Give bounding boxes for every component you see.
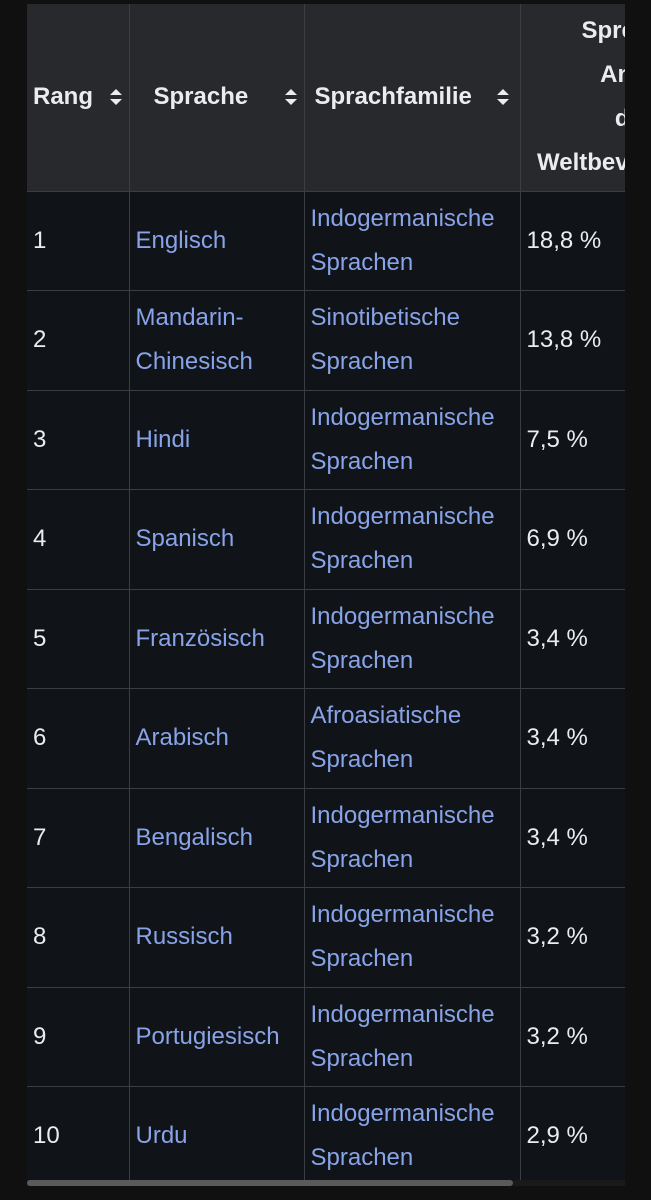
share-cell: 3,4 % [520, 589, 625, 689]
table-row: 8 Russisch Indogermanische Sprachen 3,2 … [27, 887, 625, 988]
share-cell: 13,8 % [520, 290, 625, 391]
family-link[interactable]: Sinotibetische Sprachen [310, 304, 460, 376]
rank-cell: 4 [27, 489, 130, 590]
family-link[interactable]: Indogermanische Sprachen [310, 403, 495, 475]
rank-cell: 3 [27, 390, 130, 490]
family-cell: Indogermanische Sprachen [304, 887, 521, 988]
family-cell: Indogermanische Sprachen [304, 987, 521, 1087]
table-row: 1 Englisch Indogermanische Sprachen 18,8… [27, 191, 625, 291]
language-cell: Hindi [129, 390, 305, 490]
sort-icon[interactable] [284, 87, 298, 107]
column-header-language-label: Sprache [153, 83, 249, 111]
language-cell: Mandarin-Chinesisch [129, 290, 305, 391]
column-header-family[interactable]: Sprachfamilie [304, 4, 521, 192]
family-link[interactable]: Indogermanische Sprachen [310, 901, 495, 973]
family-cell: Indogermanische Sprachen [304, 489, 521, 590]
scrollbar-thumb[interactable] [27, 1180, 513, 1186]
sort-icon[interactable] [496, 87, 510, 107]
table-row: 4 Spanisch Indogermanische Sprachen 6,9 … [27, 489, 625, 590]
family-cell: Indogermanische Sprachen [304, 390, 521, 490]
share-cell: 3,4 % [520, 788, 625, 888]
sort-icon[interactable] [109, 87, 123, 107]
rank-cell: 1 [27, 191, 130, 291]
family-link[interactable]: Indogermanische Sprachen [310, 1000, 495, 1072]
family-cell: Indogermanische Sprachen [304, 589, 521, 689]
column-header-language[interactable]: Sprache [129, 4, 305, 192]
table-row: 10 Urdu Indogermanische Sprachen 2,9 % [27, 1086, 625, 1184]
table-row: 9 Portugiesisch Indogermanische Sprachen… [27, 987, 625, 1087]
language-cell: Englisch [129, 191, 305, 291]
language-link[interactable]: Russisch [135, 923, 233, 951]
table-scroll-container[interactable]: Rang Sprache Sprachfamilie [27, 4, 625, 1184]
language-link[interactable]: Bengalisch [135, 823, 253, 851]
language-cell: Spanisch [129, 489, 305, 590]
share-cell: 7,5 % [520, 390, 625, 490]
family-cell: Indogermanische Sprachen [304, 1086, 521, 1184]
language-cell: Russisch [129, 887, 305, 988]
family-link[interactable]: Afroasiatische Sprachen [310, 702, 462, 774]
table-row: 7 Bengalisch Indogermanische Sprachen 3,… [27, 788, 625, 888]
language-link[interactable]: Urdu [135, 1122, 188, 1150]
column-header-share-line: Anteil [600, 61, 625, 89]
language-link[interactable]: Arabisch [135, 724, 229, 752]
language-link[interactable]: Hindi [135, 425, 191, 453]
table-row: 3 Hindi Indogermanische Sprachen 7,5 % [27, 390, 625, 490]
rank-cell: 8 [27, 887, 130, 988]
rank-cell: 5 [27, 589, 130, 689]
rank-cell: 9 [27, 987, 130, 1087]
share-cell: 3,2 % [520, 887, 625, 988]
share-cell: 2,9 % [520, 1086, 625, 1184]
share-cell: 18,8 % [520, 191, 625, 291]
language-cell: Arabisch [129, 688, 305, 789]
column-header-rank[interactable]: Rang [27, 4, 130, 192]
horizontal-scrollbar[interactable] [27, 1180, 625, 1186]
language-link[interactable]: Mandarin-Chinesisch [135, 304, 253, 376]
language-link[interactable]: Französisch [135, 624, 265, 652]
column-header-family-label: Sprachfamilie [314, 83, 472, 111]
languages-table: Rang Sprache Sprachfamilie [27, 4, 625, 1184]
share-cell: 3,2 % [520, 987, 625, 1087]
language-cell: Französisch [129, 589, 305, 689]
family-link[interactable]: Indogermanische Sprachen [310, 801, 495, 873]
share-cell: 6,9 % [520, 489, 625, 590]
language-cell: Portugiesisch [129, 987, 305, 1087]
family-cell: Sinotibetische Sprachen [304, 290, 521, 391]
column-header-share-line: Weltbevölkerung [537, 149, 625, 177]
family-cell: Afroasiatische Sprachen [304, 688, 521, 789]
family-link[interactable]: Indogermanische Sprachen [310, 602, 495, 674]
language-cell: Urdu [129, 1086, 305, 1184]
column-header-share-line: Sprecher [581, 17, 625, 45]
rank-cell: 6 [27, 688, 130, 789]
language-link[interactable]: Portugiesisch [135, 1022, 280, 1050]
language-link[interactable]: Englisch [135, 226, 227, 254]
rank-cell: 7 [27, 788, 130, 888]
table-row: 5 Französisch Indogermanische Sprachen 3… [27, 589, 625, 689]
table-header-row: Rang Sprache Sprachfamilie [27, 4, 625, 192]
family-link[interactable]: Indogermanische Sprachen [310, 1100, 495, 1172]
language-cell: Bengalisch [129, 788, 305, 888]
family-cell: Indogermanische Sprachen [304, 788, 521, 888]
share-cell: 3,4 % [520, 688, 625, 789]
column-header-rank-label: Rang [33, 83, 93, 111]
table-row: 6 Arabisch Afroasiatische Sprachen 3,4 % [27, 688, 625, 789]
family-link[interactable]: Indogermanische Sprachen [310, 503, 495, 575]
family-cell: Indogermanische Sprachen [304, 191, 521, 291]
table-row: 2 Mandarin-Chinesisch Sinotibetische Spr… [27, 290, 625, 391]
language-link[interactable]: Spanisch [135, 525, 235, 553]
rank-cell: 2 [27, 290, 130, 391]
family-link[interactable]: Indogermanische Sprachen [310, 204, 495, 276]
column-header-share[interactable]: Sprecher Anteil der Weltbevölkerung [520, 4, 625, 192]
column-header-share-line: der [614, 105, 625, 133]
rank-cell: 10 [27, 1086, 130, 1184]
